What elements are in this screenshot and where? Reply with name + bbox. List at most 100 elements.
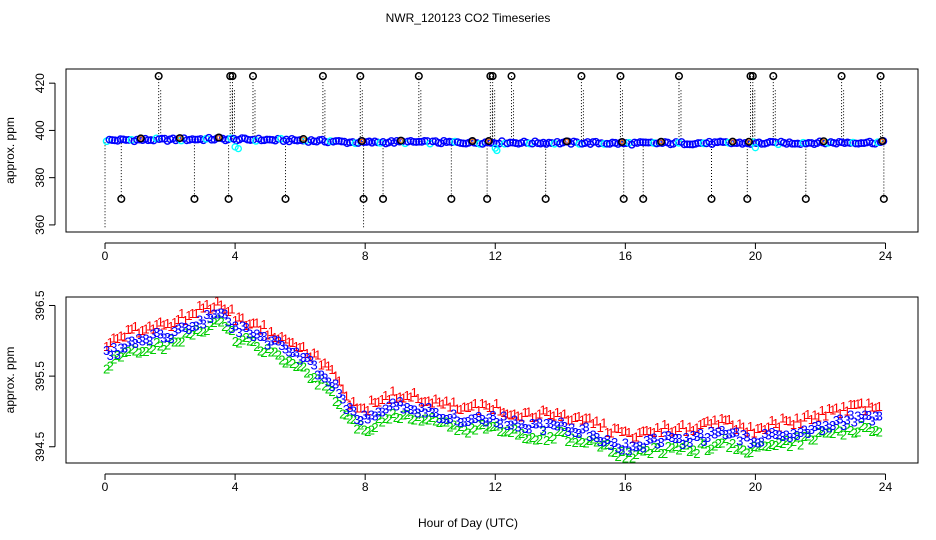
series-2-marker: 2 xyxy=(217,314,224,329)
series-1-marker: 1 xyxy=(182,313,189,328)
series-3-marker: 3 xyxy=(811,419,818,434)
series-3-marker: 3 xyxy=(150,326,157,341)
series-3-marker: 3 xyxy=(504,418,511,433)
bottom-plot-frame xyxy=(65,296,919,464)
series-1-marker: 1 xyxy=(600,416,607,431)
series-1-marker: 1 xyxy=(683,424,690,439)
top-data-point xyxy=(630,138,639,147)
top-x-tick-label: 20 xyxy=(749,249,763,263)
top-y-tick-label: 420 xyxy=(33,73,47,93)
series-3-marker: 3 xyxy=(539,423,546,438)
series-2-marker: 2 xyxy=(207,318,214,333)
series-2-marker: 2 xyxy=(414,409,421,424)
series-1-marker: 1 xyxy=(343,389,350,404)
series-2-marker: 2 xyxy=(339,406,346,421)
series-3-marker: 3 xyxy=(661,428,668,443)
series-2-marker: 2 xyxy=(185,326,192,341)
top-data-point xyxy=(116,135,125,144)
series-3-marker: 3 xyxy=(672,431,679,446)
top-data-point xyxy=(442,138,451,146)
top-data-point xyxy=(868,139,877,148)
top-data-point xyxy=(281,194,290,203)
series-3-marker: 3 xyxy=(808,422,815,437)
series-3-marker: 3 xyxy=(200,316,207,331)
series-3-marker: 3 xyxy=(590,427,597,442)
series-2-marker: 2 xyxy=(311,370,318,385)
series-3-marker: 3 xyxy=(829,418,836,433)
x-axis-title: Hour of Day (UTC) xyxy=(418,516,518,530)
series-1-marker: 1 xyxy=(253,315,260,330)
series-1-marker: 1 xyxy=(693,421,700,436)
series-1-marker: 1 xyxy=(586,410,593,425)
series-3-marker: 3 xyxy=(336,386,343,401)
series-3-marker: 3 xyxy=(790,426,797,441)
top-data-point xyxy=(301,136,306,142)
series-2-marker: 2 xyxy=(582,436,589,451)
series-3-marker: 3 xyxy=(740,427,747,442)
series-3-marker: 3 xyxy=(250,329,257,344)
series-1-marker: 1 xyxy=(761,422,768,437)
series-2-marker: 2 xyxy=(829,426,836,441)
series-3-marker: 3 xyxy=(650,430,657,445)
series-1-marker: 1 xyxy=(192,306,199,321)
series-3-marker: 3 xyxy=(847,407,854,422)
series-2-marker: 2 xyxy=(514,427,521,442)
series-3-marker: 3 xyxy=(314,367,321,382)
top-data-point xyxy=(769,72,778,81)
series-3-marker: 3 xyxy=(647,432,654,447)
series-1-marker: 1 xyxy=(629,431,636,446)
series-3-marker: 3 xyxy=(700,434,707,449)
series-3-marker: 3 xyxy=(722,427,729,442)
series-2-marker: 2 xyxy=(836,423,843,438)
series-3-marker: 3 xyxy=(275,334,282,349)
series-2-marker: 2 xyxy=(675,443,682,458)
series-3-marker: 3 xyxy=(729,425,736,440)
series-1-marker: 1 xyxy=(454,402,461,417)
series-2-marker: 2 xyxy=(182,326,189,341)
top-data-point xyxy=(788,139,797,148)
series-1-marker: 1 xyxy=(876,399,883,414)
series-3-marker: 3 xyxy=(285,344,292,359)
chart-title: NWR_120123 CO2 Timeseries xyxy=(386,11,551,25)
series-1-marker: 1 xyxy=(636,425,643,440)
series-2-marker: 2 xyxy=(160,342,167,357)
series-2-marker: 2 xyxy=(400,408,407,423)
series-3-marker: 3 xyxy=(468,411,475,426)
series-1-marker: 1 xyxy=(160,317,167,332)
series-1-marker: 1 xyxy=(865,396,872,411)
series-2-marker: 2 xyxy=(761,438,768,453)
series-1-marker: 1 xyxy=(128,322,135,337)
series-2-marker: 2 xyxy=(443,415,450,430)
top-data-point xyxy=(359,138,365,144)
series-1-marker: 1 xyxy=(861,403,868,418)
series-2-marker: 2 xyxy=(171,334,178,349)
series-2-marker: 2 xyxy=(618,444,625,459)
series-3-marker: 3 xyxy=(132,336,139,351)
series-3-marker: 3 xyxy=(776,428,783,443)
series-3-marker: 3 xyxy=(865,408,872,423)
top-data-point xyxy=(600,139,609,148)
series-2-marker: 2 xyxy=(486,420,493,435)
series-2-marker: 2 xyxy=(328,384,335,399)
series-2-marker: 2 xyxy=(411,413,418,428)
series-2-marker: 2 xyxy=(314,378,321,393)
series-1-marker: 1 xyxy=(285,335,292,350)
series-3-marker: 3 xyxy=(743,430,750,445)
series-2-marker: 2 xyxy=(468,421,475,436)
series-3-marker: 3 xyxy=(550,418,557,433)
series-1-marker: 1 xyxy=(432,392,439,407)
series-2-marker: 2 xyxy=(786,439,793,454)
series-1-marker: 1 xyxy=(207,302,214,317)
series-1-marker: 1 xyxy=(142,322,149,337)
series-2-marker: 2 xyxy=(243,330,250,345)
series-2-marker: 2 xyxy=(250,334,257,349)
top-data-point xyxy=(801,194,810,203)
series-2-marker: 2 xyxy=(733,442,740,457)
series-3-marker: 3 xyxy=(640,441,647,456)
series-3-marker: 3 xyxy=(715,424,722,439)
series-3-marker: 3 xyxy=(851,415,858,430)
bottom-panel: 1111111111111111111111111111111111111111… xyxy=(3,290,919,494)
series-2-marker: 2 xyxy=(743,445,750,460)
series-2-marker: 2 xyxy=(811,432,818,447)
series-2-marker: 2 xyxy=(278,353,285,368)
